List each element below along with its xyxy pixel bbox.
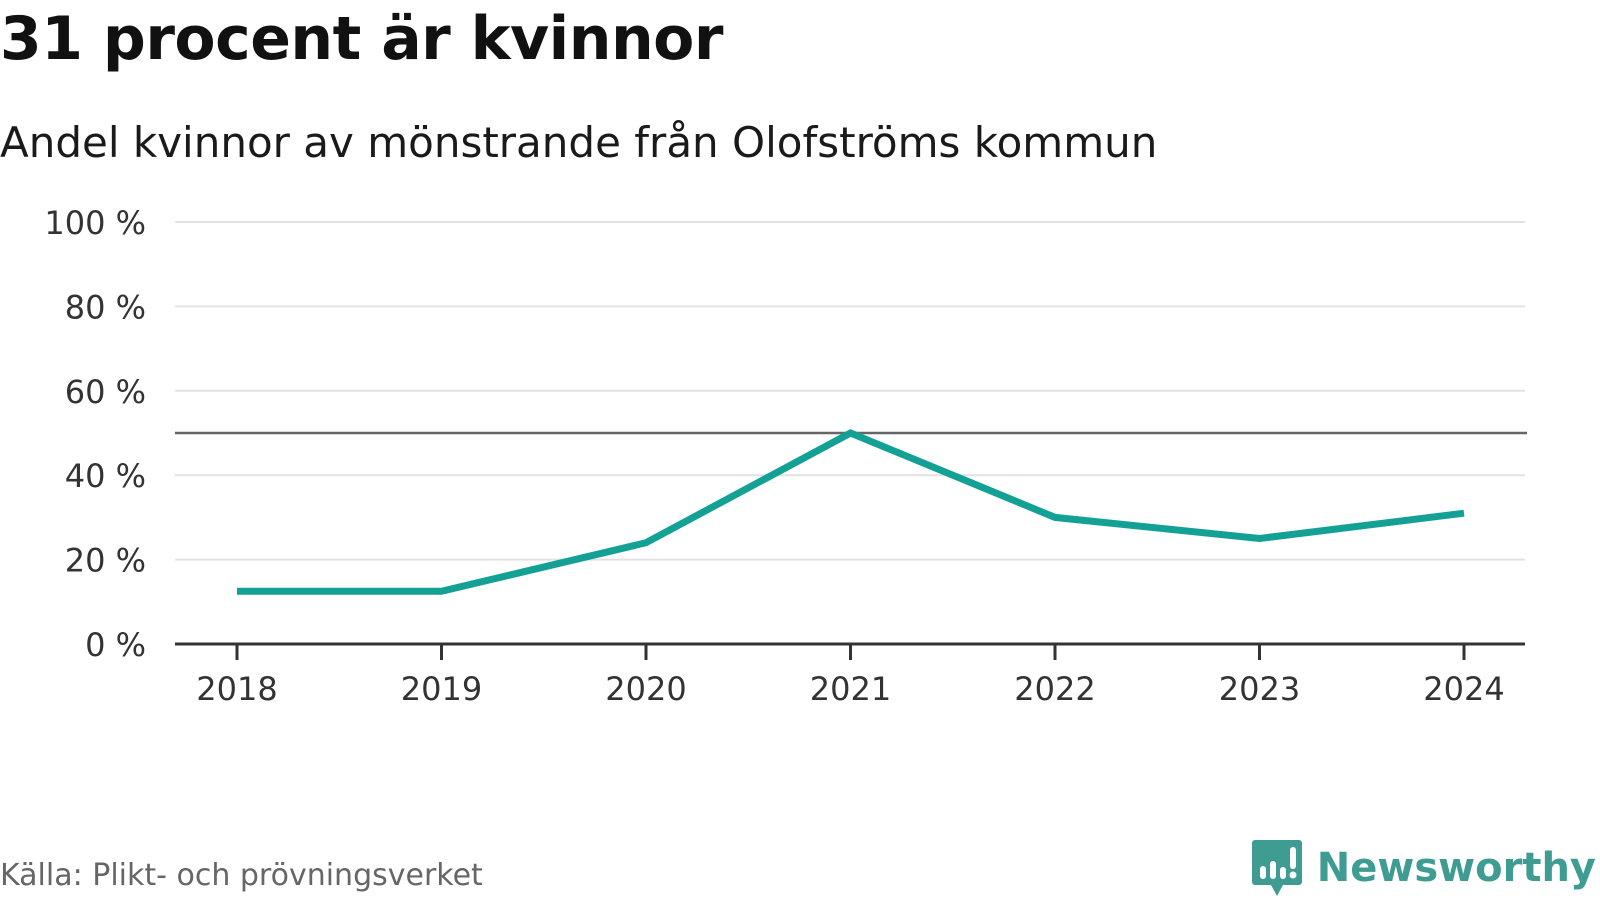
x-tick-label-2021: 2021 (810, 670, 891, 708)
y-tick-label-60: 60 % (65, 373, 146, 411)
grid-lines (175, 221, 1525, 561)
y-axis-ticks: 0 % 20 % 40 % 60 % 80 % 100 % (44, 204, 146, 664)
x-tick-label-2024: 2024 (1423, 670, 1504, 708)
y-tick-label-20: 20 % (65, 542, 146, 580)
y-tick-label-100: 100 % (44, 204, 146, 242)
y-tick-label-40: 40 % (65, 457, 146, 495)
source-note: Källa: Plikt- och prövningsverket (0, 858, 483, 893)
chart-subtitle: Andel kvinnor av mönstrande från Olofstr… (0, 118, 1158, 167)
x-tick-label-2019: 2019 (401, 670, 482, 708)
x-tick-label-2018: 2018 (196, 670, 277, 708)
x-tick-label-2023: 2023 (1219, 670, 1300, 708)
y-tick-label-80: 80 % (65, 288, 146, 326)
y-tick-label-0: 0 % (85, 626, 146, 664)
newsworthy-logo-icon (1251, 840, 1302, 896)
x-axis: 2018 2019 2020 2021 2022 2023 2024 (175, 642, 1525, 708)
series-line-0 (237, 429, 1465, 595)
x-tick-label-2022: 2022 (1014, 670, 1095, 708)
series-group (236, 429, 1465, 595)
brand-name: Newsworthy (1316, 845, 1596, 891)
x-tick-label-2020: 2020 (605, 670, 686, 708)
chart-title: 31 procent är kvinnor (0, 4, 723, 74)
brand-logo: Newsworthy (1251, 838, 1596, 898)
